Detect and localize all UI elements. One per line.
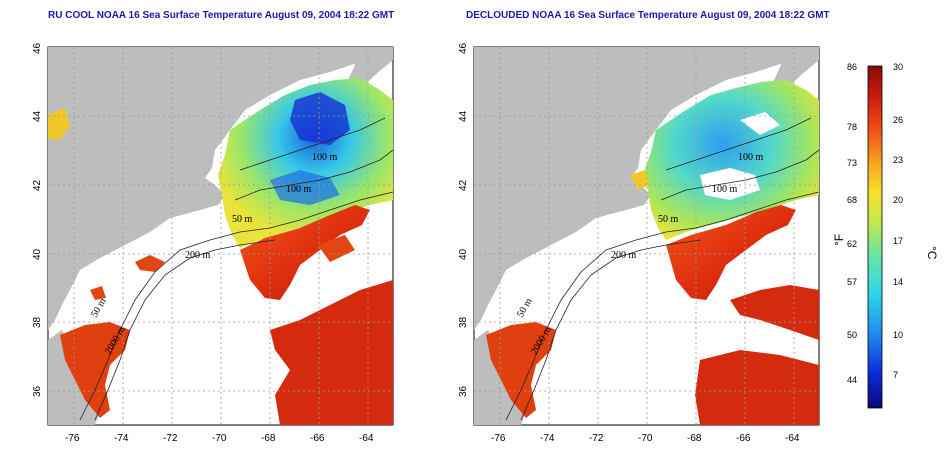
fahrenheit-tick: 44 bbox=[847, 375, 857, 385]
celsius-tick: 7 bbox=[893, 370, 898, 380]
right-y-tick: 36 bbox=[458, 385, 469, 397]
left-x-axis: -76 -74 -72 -70 -68 -66 -64 bbox=[65, 433, 374, 444]
right-southern-warm bbox=[486, 322, 556, 418]
right-x-tick: -64 bbox=[785, 433, 800, 444]
celsius-tick: 14 bbox=[893, 277, 903, 287]
left-cold-patch bbox=[290, 92, 350, 145]
fahrenheit-tick: 62 bbox=[847, 239, 857, 249]
right-cloud-gap bbox=[700, 112, 780, 200]
celsius-tick: 26 bbox=[893, 115, 903, 125]
fahrenheit-tick: 73 bbox=[847, 158, 857, 168]
right-x-tick: -74 bbox=[540, 433, 555, 444]
left-y-tick: 44 bbox=[32, 110, 43, 122]
celsius-unit-label: °C bbox=[925, 246, 939, 260]
fahrenheit-tick: 57 bbox=[847, 277, 857, 287]
colorbar-gradient bbox=[867, 65, 883, 409]
left-panel-title: RU COOL NOAA 16 Sea Surface Temperature … bbox=[48, 10, 395, 21]
left-gulfstream bbox=[270, 280, 393, 425]
right-x-tick: -70 bbox=[638, 433, 653, 444]
right-y-tick: 44 bbox=[458, 110, 469, 122]
left-x-tick: -68 bbox=[261, 433, 276, 444]
left-x-tick: -72 bbox=[163, 433, 178, 444]
right-x-tick: -68 bbox=[687, 433, 702, 444]
left-y-axis: 36 38 40 42 44 46 bbox=[32, 42, 43, 397]
fahrenheit-tick: 68 bbox=[847, 195, 857, 205]
right-isobaths bbox=[505, 117, 819, 421]
left-y-tick: 38 bbox=[32, 316, 43, 328]
right-x-axis: -76 -74 -72 -70 -68 -66 -64 bbox=[491, 433, 800, 444]
left-isobath-label-2: 100 m bbox=[286, 184, 312, 195]
left-y-tick: 46 bbox=[32, 42, 43, 54]
left-y-tick: 42 bbox=[32, 179, 43, 191]
right-warm-patches bbox=[695, 285, 819, 425]
fahrenheit-unit-label: °F bbox=[832, 234, 846, 246]
left-isobath-label-3: 50 m bbox=[232, 214, 253, 225]
left-southern-warm bbox=[60, 322, 130, 418]
celsius-tick: 20 bbox=[893, 195, 903, 205]
left-isobath-label-4: 200 m bbox=[185, 250, 211, 261]
right-grid bbox=[474, 47, 819, 425]
fahrenheit-tick: 50 bbox=[847, 330, 857, 340]
celsius-ticks: 30 26 23 20 17 14 10 7 bbox=[893, 62, 903, 380]
right-isobath-label-2: 100 m bbox=[712, 184, 738, 195]
left-shelf-water bbox=[218, 78, 393, 248]
right-map-panel: 100 m 100 m 50 m 200 m 50 m 2000 m -76 -… bbox=[458, 42, 820, 444]
fahrenheit-tick: 86 bbox=[847, 62, 857, 72]
right-isobath-label-1: 100 m bbox=[738, 152, 764, 163]
left-cold-patch-2 bbox=[270, 170, 340, 205]
right-warm-water bbox=[666, 205, 796, 300]
right-y-tick: 38 bbox=[458, 316, 469, 328]
right-x-tick: -76 bbox=[491, 433, 506, 444]
left-map-panel: 100 m 100 m 50 m 200 m 50 m 2000 m -76 -… bbox=[32, 42, 394, 444]
left-isobaths bbox=[79, 117, 393, 421]
left-warm-water bbox=[240, 205, 370, 300]
left-y-tick: 36 bbox=[32, 385, 43, 397]
celsius-tick: 17 bbox=[893, 236, 903, 246]
left-x-tick: -74 bbox=[114, 433, 129, 444]
celsius-tick: 10 bbox=[893, 330, 903, 340]
left-x-tick: -64 bbox=[359, 433, 374, 444]
right-y-tick: 42 bbox=[458, 179, 469, 191]
right-panel-title: DECLOUDED NOAA 16 Sea Surface Temperatur… bbox=[466, 10, 830, 21]
left-grid bbox=[48, 47, 393, 425]
right-y-tick: 40 bbox=[458, 248, 469, 260]
right-shelf-water bbox=[644, 80, 819, 240]
left-x-tick: -70 bbox=[212, 433, 227, 444]
left-land-mass bbox=[48, 47, 393, 330]
left-isobath-label-1: 100 m bbox=[312, 152, 338, 163]
right-y-axis: 36 38 40 42 44 46 bbox=[458, 42, 469, 397]
right-isobath-label-3: 50 m bbox=[658, 214, 679, 225]
left-x-tick: -66 bbox=[310, 433, 325, 444]
celsius-tick: 23 bbox=[893, 155, 903, 165]
right-y-tick: 46 bbox=[458, 42, 469, 54]
right-isobath-label-4: 200 m bbox=[611, 250, 637, 261]
right-land-mass bbox=[474, 47, 819, 330]
fahrenheit-tick: 78 bbox=[847, 122, 857, 132]
temperature-colorbar: 86 78 73 68 62 57 50 44 30 26 23 20 17 1… bbox=[832, 62, 939, 409]
left-x-tick: -76 bbox=[65, 433, 80, 444]
fahrenheit-ticks: 86 78 73 68 62 57 50 44 bbox=[847, 62, 857, 385]
left-red-flecks bbox=[90, 235, 355, 300]
right-x-tick: -72 bbox=[589, 433, 604, 444]
celsius-tick: 30 bbox=[893, 62, 903, 72]
right-x-tick: -66 bbox=[736, 433, 751, 444]
left-y-tick: 40 bbox=[32, 248, 43, 260]
